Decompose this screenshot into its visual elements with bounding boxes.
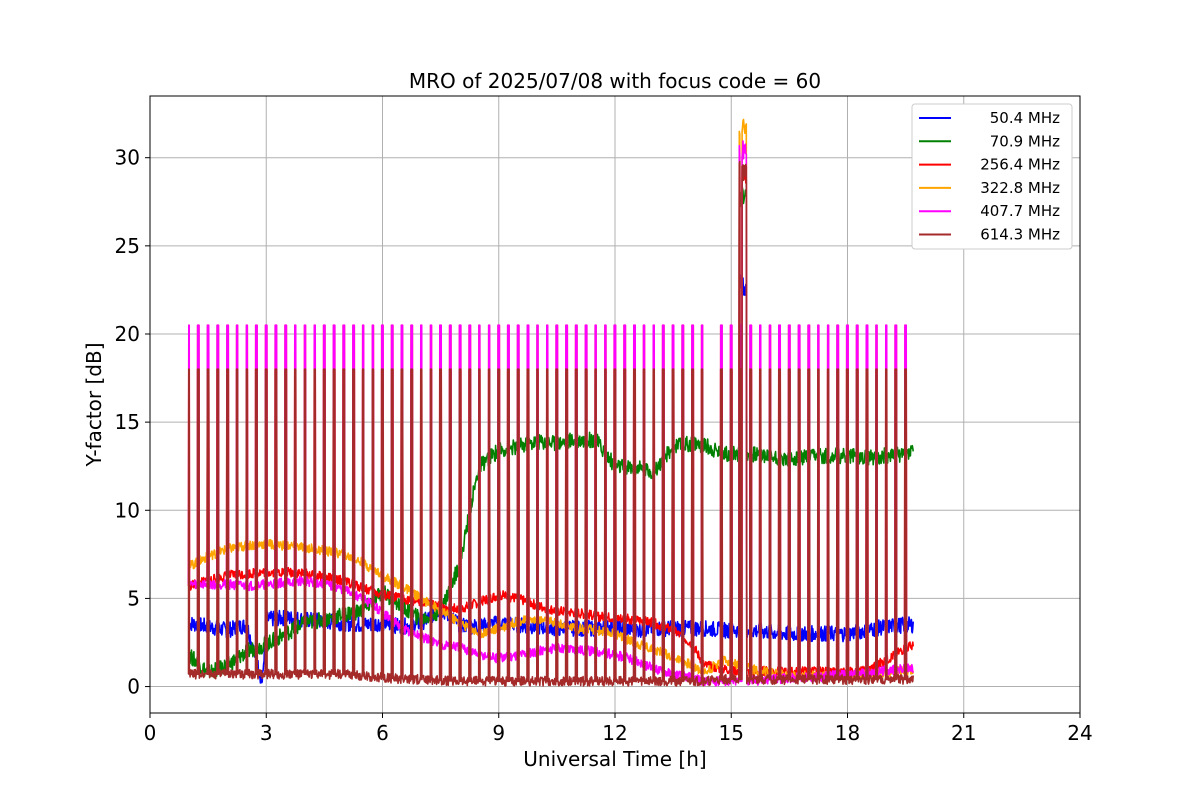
x-tick-label: 3: [260, 721, 273, 745]
y-tick-label: 20: [115, 322, 140, 346]
legend-label: 256.4 MHz: [980, 156, 1060, 174]
legend: 50.4 MHz 70.9 MHz 256.4 MHz 322.8 MHz 407.7…: [911, 103, 1073, 250]
x-tick-label: 9: [492, 721, 505, 745]
legend-box: [911, 103, 1073, 250]
x-tick-label: 0: [144, 721, 157, 745]
y-tick-label: 5: [127, 586, 140, 610]
legend-label: 407.7 MHz: [980, 202, 1060, 220]
y-tick-label: 0: [127, 675, 140, 699]
chart-title: MRO of 2025/07/08 with focus code = 60: [409, 69, 821, 93]
y-axis-label: Y-factor [dB]: [82, 342, 106, 467]
legend-label: 614.3 MHz: [980, 226, 1060, 244]
y-tick-label: 25: [115, 234, 140, 258]
ticks: 0 3 6 9 12 15 18 21 24 0 5 10 15 20 25 30: [115, 146, 1093, 745]
series-line-70-9-mhz: [188, 185, 914, 679]
legend-label: 50.4 MHz: [990, 109, 1060, 127]
legend-label: 322.8 MHz: [980, 179, 1060, 197]
x-tick-label: 18: [835, 721, 860, 745]
y-tick-label: 10: [115, 498, 140, 522]
x-axis-label: Universal Time [h]: [523, 747, 706, 771]
plot-area: [187, 118, 914, 687]
series-line-614-3-mhz: [187, 160, 914, 687]
series-line-50-4-mhz: [188, 274, 914, 684]
x-tick-label: 12: [602, 721, 627, 745]
x-tick-label: 21: [951, 721, 976, 745]
y-tick-label: 30: [115, 146, 140, 170]
legend-label: 70.9 MHz: [990, 132, 1060, 150]
series-line-407-7-mhz: [187, 140, 914, 687]
x-tick-label: 15: [719, 721, 744, 745]
series-line-322-8-mhz: [187, 118, 914, 682]
x-tick-label: 6: [376, 721, 389, 745]
y-tick-label: 15: [115, 410, 140, 434]
x-tick-label: 24: [1067, 721, 1092, 745]
series-line-256-4-mhz: [187, 165, 914, 678]
